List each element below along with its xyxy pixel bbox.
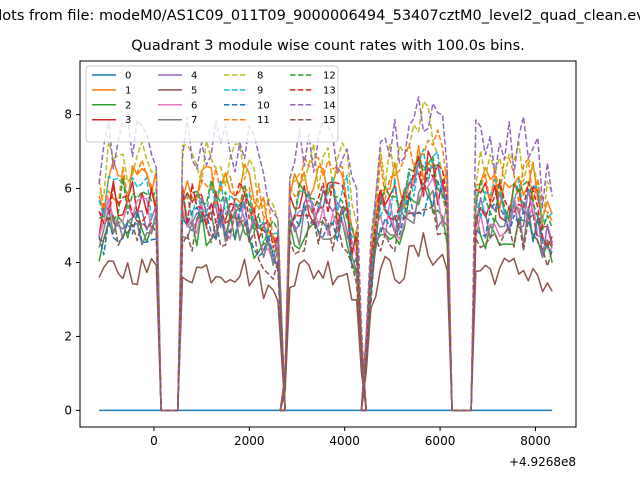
chart-title: Quadrant 3 module wise count rates with … bbox=[131, 38, 525, 54]
series-line-13 bbox=[98, 155, 553, 412]
plot-frame bbox=[79, 60, 577, 428]
legend-label-4: 4 bbox=[191, 71, 197, 82]
y-axis: 0 2 4 6 8 bbox=[64, 108, 80, 417]
series-line-7 bbox=[98, 182, 553, 412]
series-line-12 bbox=[98, 155, 553, 412]
legend-box bbox=[85, 65, 339, 143]
series-line-14 bbox=[98, 96, 553, 412]
legend-label-14: 14 bbox=[323, 100, 336, 111]
x-tick-label: 2000 bbox=[234, 434, 265, 448]
series-line-1 bbox=[98, 144, 553, 412]
legend-label-7: 7 bbox=[191, 115, 197, 126]
figure-suptitle: Plots from file: modeM0/AS1C09_011T09_90… bbox=[0, 8, 640, 24]
legend-label-3: 3 bbox=[125, 115, 131, 126]
legend-label-13: 13 bbox=[323, 85, 336, 96]
legend-label-12: 12 bbox=[323, 71, 336, 82]
series-line-5 bbox=[98, 232, 553, 412]
legend-label-0: 0 bbox=[125, 71, 131, 82]
series-line-15 bbox=[98, 205, 553, 412]
legend-label-10: 10 bbox=[257, 100, 270, 111]
series-line-6 bbox=[98, 177, 553, 412]
y-tick-label: 6 bbox=[64, 182, 72, 196]
series-line-11 bbox=[98, 129, 553, 412]
legend-label-5: 5 bbox=[191, 85, 197, 96]
series-line-8 bbox=[98, 100, 553, 412]
series-line-9 bbox=[98, 148, 553, 412]
x-axis: 0 2000 4000 6000 8000 bbox=[150, 427, 551, 448]
legend-label-2: 2 bbox=[125, 100, 131, 111]
series-line-10 bbox=[98, 180, 553, 412]
x-tick-label: 8000 bbox=[520, 434, 551, 448]
y-tick-label: 0 bbox=[64, 403, 72, 417]
legend-label-9: 9 bbox=[257, 85, 263, 96]
x-tick-label: 6000 bbox=[425, 434, 456, 448]
plot-lines bbox=[98, 96, 553, 412]
y-tick-label: 8 bbox=[64, 108, 72, 122]
legend-label-6: 6 bbox=[191, 100, 197, 111]
y-tick-label: 2 bbox=[64, 329, 72, 343]
x-offset-label: +4.9268e8 bbox=[509, 455, 576, 469]
x-tick-label: 0 bbox=[150, 434, 158, 448]
y-tick-label: 4 bbox=[64, 255, 72, 269]
legend-label-1: 1 bbox=[125, 85, 131, 96]
legend-label-11: 11 bbox=[257, 115, 270, 126]
legend-label-15: 15 bbox=[323, 115, 336, 126]
legend-label-8: 8 bbox=[257, 71, 263, 82]
x-tick-label: 4000 bbox=[329, 434, 360, 448]
